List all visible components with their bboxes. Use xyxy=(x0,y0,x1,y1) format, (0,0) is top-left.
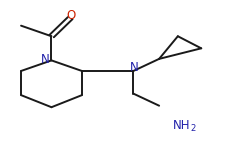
Text: O: O xyxy=(67,9,76,22)
Text: N: N xyxy=(41,53,50,66)
Text: NH: NH xyxy=(173,119,191,132)
Text: 2: 2 xyxy=(191,124,196,133)
Text: N: N xyxy=(130,61,139,74)
